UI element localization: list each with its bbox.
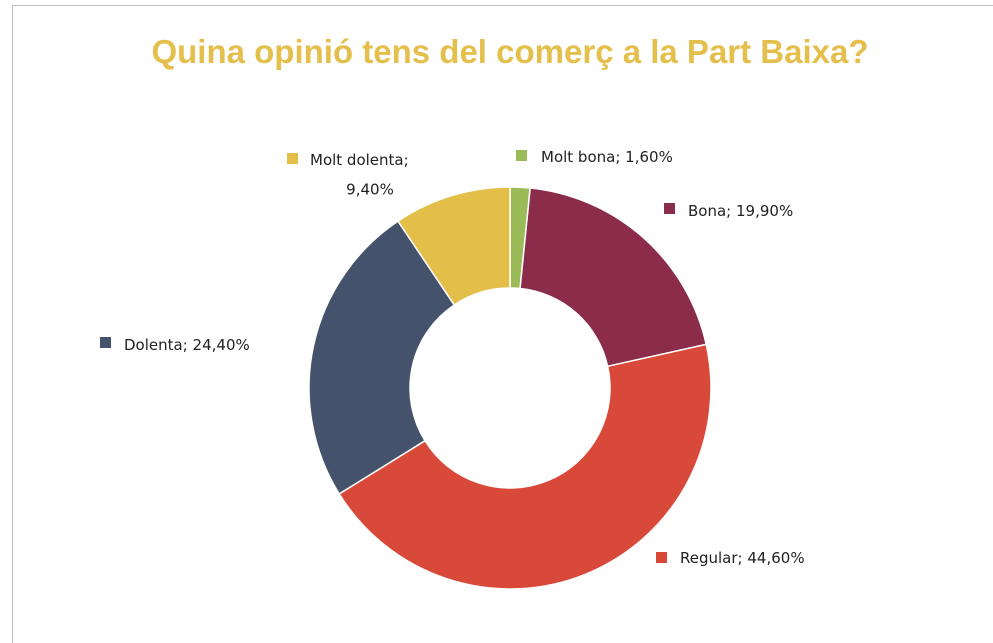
data-label: Molt dolenta; bbox=[310, 151, 409, 169]
legend-swatch bbox=[516, 150, 527, 161]
label-category: Molt dolenta bbox=[310, 151, 404, 169]
donut-segment bbox=[338, 343, 712, 590]
label-separator: ; bbox=[615, 148, 625, 166]
legend-swatch bbox=[287, 153, 298, 164]
label-separator: ; bbox=[183, 336, 193, 354]
data-label: Dolenta; 24,40% bbox=[124, 336, 250, 354]
label-category: Dolenta bbox=[124, 336, 183, 354]
data-label: Molt bona; 1,60% bbox=[541, 148, 673, 166]
data-label: Regular; 44,60% bbox=[680, 549, 805, 567]
label-separator: ; bbox=[738, 549, 748, 567]
data-label: Bona; 19,90% bbox=[688, 202, 793, 220]
label-separator: ; bbox=[404, 151, 409, 169]
label-value: 24,40% bbox=[193, 336, 250, 354]
legend-swatch bbox=[664, 203, 675, 214]
data-label-value: 9,40% bbox=[346, 181, 394, 199]
label-category: Regular bbox=[680, 549, 738, 567]
chart-frame bbox=[12, 5, 993, 643]
label-category: Molt bona bbox=[541, 148, 615, 166]
donut-segment bbox=[519, 187, 708, 368]
label-value: 19,90% bbox=[736, 202, 793, 220]
label-value: 44,60% bbox=[747, 549, 804, 567]
legend-swatch bbox=[100, 337, 111, 348]
label-value: 1,60% bbox=[625, 148, 673, 166]
donut-segment bbox=[396, 186, 511, 307]
label-category: Bona bbox=[688, 202, 726, 220]
label-separator: ; bbox=[726, 202, 736, 220]
chart-title: Quina opinió tens del comerç a la Part B… bbox=[151, 33, 869, 70]
legend-swatch bbox=[656, 552, 667, 563]
donut-segment bbox=[308, 220, 456, 495]
